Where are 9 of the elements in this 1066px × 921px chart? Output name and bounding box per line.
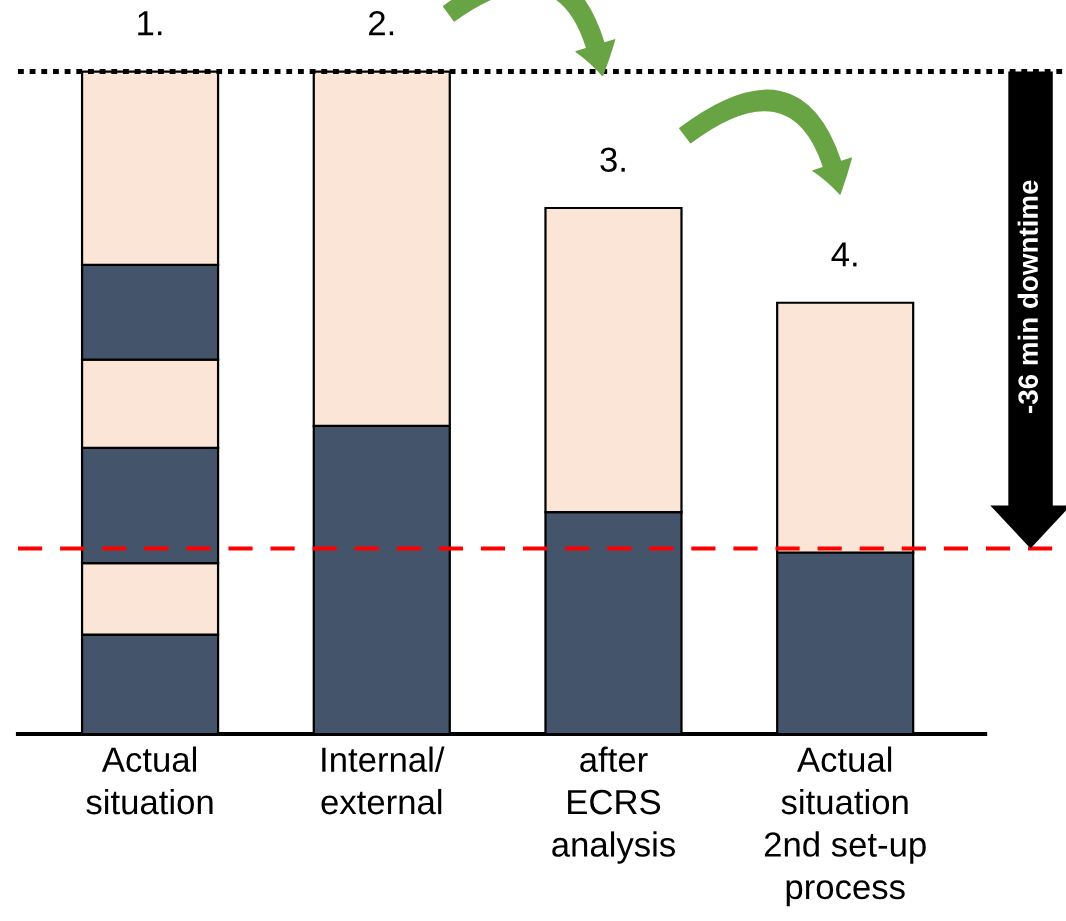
annotation: -36 min downtime	[1017, 180, 1039, 413]
annotation: 3.	[600, 147, 625, 172]
annotation: 4.	[831, 242, 857, 267]
x-tick-label: Actual situation 2nd set-up process	[764, 746, 926, 907]
annotation: 1.	[138, 11, 162, 36]
x-tick-label: after ECRS analysis	[552, 746, 675, 864]
annotation: 2.	[369, 10, 394, 36]
x-tick-label: Internal/ external	[321, 746, 445, 815]
x-tick-label: Actual situation	[86, 746, 213, 815]
